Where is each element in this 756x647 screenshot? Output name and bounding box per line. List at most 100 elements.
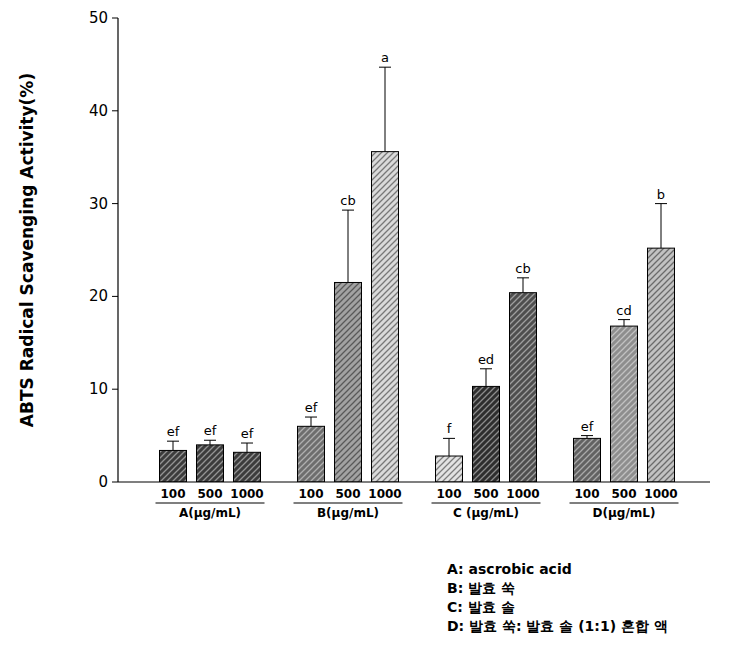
error-bar — [241, 443, 253, 452]
error-cap — [581, 435, 593, 436]
error-bar — [342, 210, 354, 282]
error-stem — [449, 438, 450, 456]
y-tick-label: 20 — [89, 287, 108, 305]
error-cap — [517, 277, 529, 278]
x-tick-label: 100 — [298, 487, 323, 501]
bar — [611, 326, 638, 482]
y-tick — [112, 18, 118, 19]
x-tick-label: 1000 — [368, 487, 401, 501]
x-tick-label: 500 — [473, 487, 498, 501]
significance-letter: ef — [581, 419, 594, 434]
error-bar — [655, 204, 667, 249]
error-cap — [342, 210, 354, 211]
significance-letter: ef — [241, 426, 254, 441]
significance-letter: ed — [478, 352, 494, 367]
y-tick-label: 50 — [89, 9, 108, 27]
y-axis — [117, 18, 118, 482]
x-tick-label: 100 — [574, 487, 599, 501]
significance-letter: b — [657, 187, 665, 202]
error-bar — [305, 417, 317, 426]
error-stem — [486, 369, 487, 387]
error-stem — [173, 441, 174, 450]
x-tick-label: 500 — [335, 487, 360, 501]
x-tick-label: 100 — [160, 487, 185, 501]
y-tick — [112, 110, 118, 111]
error-cap — [480, 368, 492, 369]
footnote: A: ascrobic acid — [447, 561, 572, 577]
bar — [436, 456, 463, 482]
error-bar — [443, 438, 455, 456]
bar — [574, 438, 601, 482]
error-cap — [618, 319, 630, 320]
y-tick — [112, 203, 118, 204]
error-stem — [311, 417, 312, 426]
group-label: A(μg/mL) — [179, 506, 241, 520]
group-label: B(μg/mL) — [317, 506, 379, 520]
bars — [160, 67, 675, 482]
footnote: D: 발효 쑥: 발효 솔 (1:1) 혼합 액 — [447, 618, 668, 634]
significance-letter: ef — [305, 400, 318, 415]
x-axis — [118, 481, 710, 482]
bar — [298, 426, 325, 482]
x-tick-label: 500 — [611, 487, 636, 501]
significance-letter: ef — [167, 424, 180, 439]
error-stem — [624, 320, 625, 326]
significance-letter: ef — [204, 423, 217, 438]
y-tick-label: 0 — [98, 473, 108, 491]
error-bar — [204, 440, 216, 445]
bar — [160, 450, 187, 482]
error-cap — [379, 67, 391, 68]
error-stem — [661, 204, 662, 249]
error-stem — [385, 67, 386, 151]
y-tick — [112, 482, 118, 483]
y-tick — [112, 296, 118, 297]
error-cap — [204, 440, 216, 441]
bar — [510, 293, 537, 482]
error-bar — [379, 67, 391, 151]
x-tick-label: 1000 — [506, 487, 539, 501]
error-stem — [210, 440, 211, 445]
error-cap — [241, 443, 253, 444]
group-line — [570, 502, 679, 503]
bar — [648, 248, 675, 482]
error-cap — [305, 417, 317, 418]
group-line — [294, 502, 403, 503]
x-tick-label: 100 — [436, 487, 461, 501]
group-label: C (μg/mL) — [453, 506, 519, 520]
error-bar — [581, 436, 593, 439]
bar — [473, 386, 500, 482]
error-bar — [618, 320, 630, 326]
chart: efefefefcbafedcbefcdb01020304050ABTS Rad… — [0, 0, 756, 647]
significance-letter: cb — [515, 261, 530, 276]
bar — [234, 452, 261, 482]
error-stem — [348, 210, 349, 282]
error-bar — [167, 441, 179, 450]
y-axis-label: ABTS Radical Scavenging Activity(%) — [17, 73, 37, 427]
labels: ef ef ef ef cb a f ed cb ef cd b — [167, 50, 665, 441]
y-tick-label: 30 — [89, 195, 108, 213]
x-tick-label: 1000 — [644, 487, 677, 501]
significance-letter: cb — [340, 193, 355, 208]
bar — [197, 445, 224, 482]
y-tick-label: 10 — [89, 380, 108, 398]
group-line — [156, 502, 265, 503]
group-line — [432, 502, 541, 503]
error-bar — [480, 369, 492, 387]
bar — [335, 282, 362, 482]
error-cap — [655, 203, 667, 204]
error-bar — [517, 278, 529, 293]
error-cap — [443, 438, 455, 439]
group-label: D(μg/mL) — [593, 506, 656, 520]
y-tick — [112, 389, 118, 390]
bar — [372, 152, 399, 482]
error-stem — [247, 443, 248, 452]
significance-letter: cd — [616, 303, 631, 318]
error-stem — [523, 278, 524, 293]
x-tick-label: 500 — [197, 487, 222, 501]
footnote: B: 발효 쑥 — [447, 580, 515, 596]
error-cap — [167, 441, 179, 442]
x-tick-label: 1000 — [230, 487, 263, 501]
significance-letter: f — [447, 421, 452, 436]
footnote: C: 발효 솔 — [447, 599, 515, 615]
significance-letter: a — [381, 50, 389, 65]
